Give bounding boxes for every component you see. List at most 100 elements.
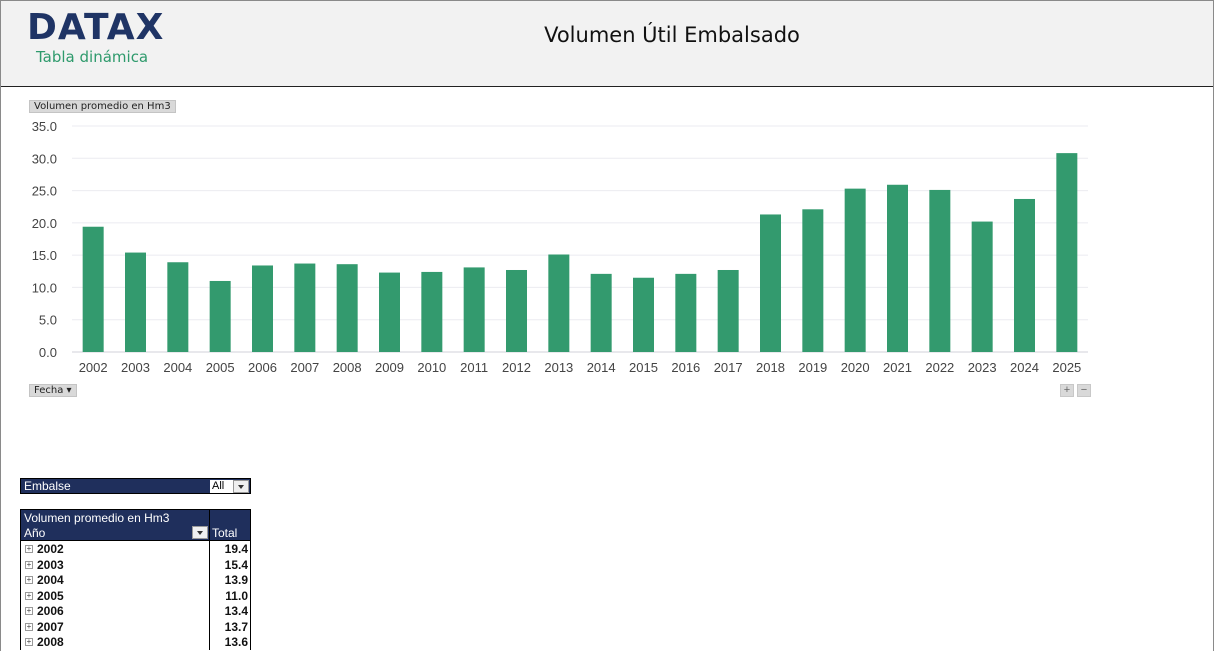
svg-text:2021: 2021 <box>883 360 912 375</box>
table-row: + 2008 13.6 <box>20 634 251 650</box>
row-value: 13.4 <box>224 604 248 618</box>
row-year: 2002 <box>37 542 64 556</box>
bar-2015[interactable] <box>633 277 654 352</box>
svg-text:2017: 2017 <box>714 360 743 375</box>
expand-icon[interactable]: + <box>25 606 33 615</box>
pivot-table: Volumen promedio en Hm3 Año Total + 2002… <box>20 509 251 650</box>
svg-text:2005: 2005 <box>206 360 235 375</box>
row-filter-dropdown-icon[interactable] <box>192 526 208 539</box>
table-row: + 2002 19.4 <box>20 541 251 557</box>
svg-text:2007: 2007 <box>290 360 319 375</box>
bar-2017[interactable] <box>717 269 739 352</box>
divider <box>209 510 210 540</box>
svg-text:35.0: 35.0 <box>32 119 57 134</box>
svg-text:20.0: 20.0 <box>32 216 57 231</box>
row-year: 2004 <box>37 573 64 587</box>
total-header: Total <box>212 526 238 540</box>
filter-dropdown-icon[interactable] <box>233 480 249 493</box>
expand-button[interactable]: + <box>1060 384 1074 397</box>
svg-text:2002: 2002 <box>79 360 108 375</box>
expand-icon[interactable]: + <box>25 559 33 569</box>
bar-2016[interactable] <box>675 273 697 352</box>
bar-2005[interactable] <box>209 280 231 352</box>
row-year: 2007 <box>37 619 64 634</box>
row-value: 13.9 <box>224 573 248 587</box>
svg-text:2018: 2018 <box>756 360 785 375</box>
svg-text:2023: 2023 <box>968 360 997 375</box>
divider <box>209 556 210 573</box>
svg-text:25.0: 25.0 <box>32 184 57 199</box>
bar-2002[interactable] <box>82 226 104 352</box>
bar-2006[interactable] <box>252 265 273 352</box>
expand-icon[interactable]: + <box>25 575 33 584</box>
axis-field-button[interactable]: Fecha ▾ <box>29 384 77 397</box>
expand-icon[interactable]: + <box>25 590 33 600</box>
bar-2018[interactable] <box>760 214 781 352</box>
svg-text:0.0: 0.0 <box>39 345 57 360</box>
svg-text:2025: 2025 <box>1052 360 1081 375</box>
row-value: 15.4 <box>224 557 248 572</box>
bar-2023[interactable] <box>971 221 993 352</box>
filter-label: Embalse <box>24 479 71 493</box>
bar-2021[interactable] <box>887 184 908 352</box>
bar-2025[interactable] <box>1056 153 1078 352</box>
bar-2008[interactable] <box>336 264 358 352</box>
bar-2024[interactable] <box>1014 198 1035 352</box>
datax-logo: DATAX <box>27 7 165 48</box>
svg-text:2004: 2004 <box>163 360 192 375</box>
row-value: 13.6 <box>224 635 248 649</box>
svg-text:5.0: 5.0 <box>39 313 57 328</box>
value-field-button[interactable]: Volumen promedio en Hm3 <box>29 100 176 113</box>
expand-icon[interactable]: + <box>25 637 33 646</box>
bar-2004[interactable] <box>167 262 189 352</box>
row-year: 2005 <box>37 588 64 603</box>
row-value: 13.7 <box>224 619 248 634</box>
divider <box>209 587 210 604</box>
pivot-header: Volumen promedio en Hm3 Año Total <box>20 509 251 541</box>
bar-2022[interactable] <box>929 189 951 352</box>
divider <box>209 634 210 650</box>
page-title: Volumen Útil Embalsado <box>544 23 800 47</box>
row-value: 19.4 <box>224 542 248 556</box>
bar-2007[interactable] <box>294 263 316 352</box>
bar-2010[interactable] <box>421 271 443 352</box>
filter-value[interactable]: All <box>210 480 233 493</box>
expand-icon[interactable]: + <box>25 621 33 631</box>
bar-2011[interactable] <box>463 267 485 352</box>
bar-2014[interactable] <box>590 273 612 352</box>
bar-2020[interactable] <box>844 188 866 352</box>
bar-2013[interactable] <box>548 254 570 352</box>
row-year: 2006 <box>37 604 64 618</box>
logo-subtitle: Tabla dinámica <box>36 48 149 66</box>
bar-2009[interactable] <box>379 272 400 352</box>
table-row: + 2004 13.9 <box>20 572 251 588</box>
divider <box>209 603 210 619</box>
table-row: + 2005 11.0 <box>20 587 251 604</box>
svg-text:2003: 2003 <box>121 360 150 375</box>
expand-icon[interactable]: + <box>25 544 33 553</box>
table-row: + 2007 13.7 <box>20 618 251 635</box>
bar-2012[interactable] <box>506 269 527 352</box>
svg-text:2019: 2019 <box>798 360 827 375</box>
table-row: + 2003 15.4 <box>20 556 251 573</box>
svg-text:10.0: 10.0 <box>32 280 57 295</box>
divider <box>209 541 210 557</box>
svg-text:2008: 2008 <box>333 360 362 375</box>
svg-text:2010: 2010 <box>417 360 446 375</box>
bar-2003[interactable] <box>125 252 146 352</box>
svg-text:2024: 2024 <box>1010 360 1039 375</box>
svg-text:2006: 2006 <box>248 360 277 375</box>
divider <box>209 618 210 635</box>
collapse-button[interactable]: − <box>1077 384 1091 397</box>
svg-text:2012: 2012 <box>502 360 531 375</box>
svg-text:2015: 2015 <box>629 360 658 375</box>
measure-label: Volumen promedio en Hm3 <box>24 511 170 525</box>
bar-2019[interactable] <box>802 209 824 352</box>
divider <box>209 572 210 588</box>
svg-text:15.0: 15.0 <box>32 248 57 263</box>
row-year: 2008 <box>37 635 64 649</box>
svg-text:2016: 2016 <box>671 360 700 375</box>
bar-chart: 0.0 5.0 10.0 15.0 20.0 25.0 30.0 35.0 2002 2003 20… <box>32 119 1088 375</box>
embalse-filter: Embalse All <box>20 478 251 494</box>
table-row: + 2006 13.4 <box>20 603 251 619</box>
